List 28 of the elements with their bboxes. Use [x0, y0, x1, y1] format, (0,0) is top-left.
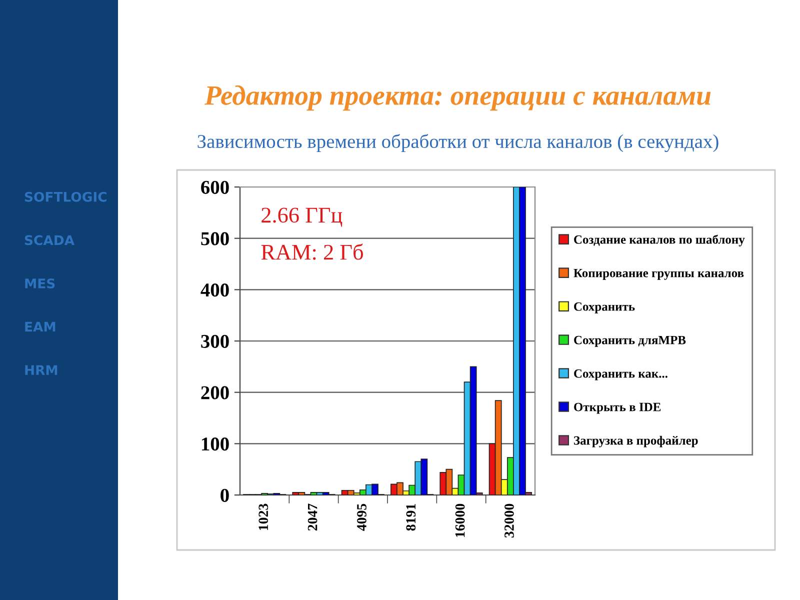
- chart-subtitle: Зависимость времени обработки от числа каналов (в секундах): [198, 134, 718, 152]
- annotation: 2.66 ГГц RAM: 2 Гб: [261, 208, 363, 260]
- y-tick-label: 600: [201, 180, 229, 194]
- text: MES: [25, 278, 55, 288]
- y-tick-label: 500: [201, 232, 229, 246]
- y-tick-label: 200: [201, 386, 229, 400]
- text: SOFTLOGIC: [24, 192, 106, 202]
- legend-label: Создание каналов по шаблону: [574, 234, 745, 246]
- legend-label: Открыть в IDE: [574, 402, 661, 414]
- x-tick-label: 8191: [406, 504, 416, 531]
- x-tick-label: 2047: [308, 504, 318, 531]
- legend-label: Сохранить дляMPB: [574, 336, 686, 347]
- x-tick-label: 32000: [504, 504, 514, 538]
- legend-label: Сохранить как...: [574, 369, 668, 380]
- legend-label: Сохранить: [574, 302, 635, 314]
- x-tick-label: 4095: [357, 504, 366, 531]
- y-tick-label: 400: [200, 283, 229, 297]
- x-tick-label: 1023: [258, 504, 268, 530]
- x-tick-label: 16000: [455, 504, 465, 537]
- text: SCADA: [24, 235, 74, 246]
- legend-label: Копирование группы каналов: [574, 268, 744, 280]
- legend-label: Загрузка в профайлер: [574, 436, 698, 448]
- y-tick-label: 300: [201, 334, 229, 348]
- chart-title: Редактор проекта: операции с каналами: [204, 85, 711, 111]
- y-tick-label: 100: [202, 437, 229, 451]
- text: EAM: [25, 322, 56, 332]
- y-tick-label: 0: [220, 488, 229, 502]
- text: HRM: [25, 365, 58, 375]
